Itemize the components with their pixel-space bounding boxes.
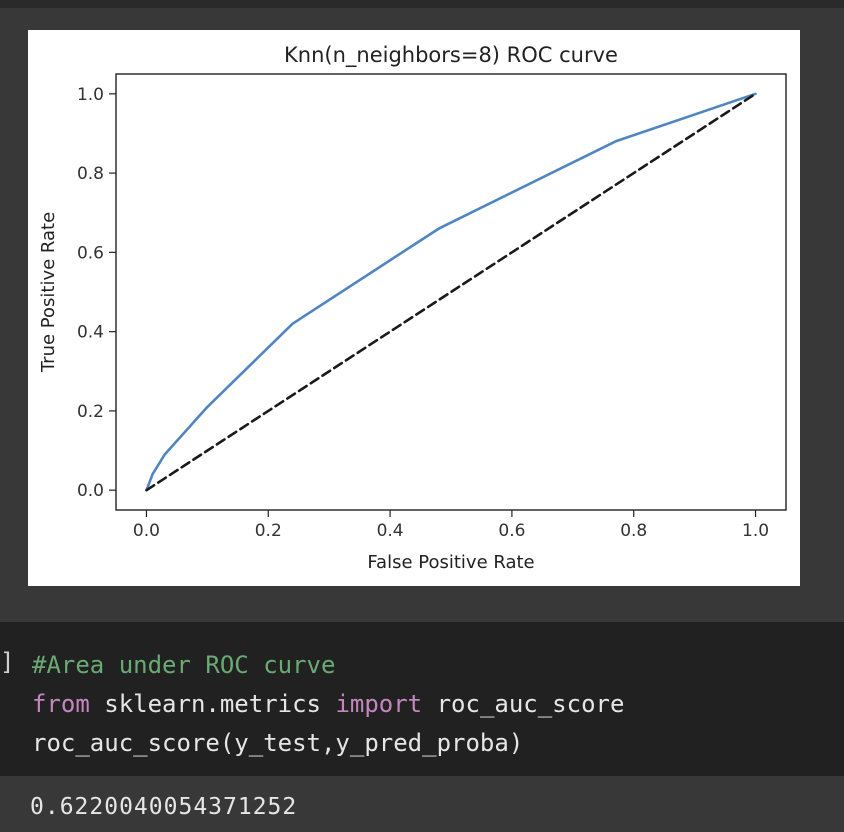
y-tick-label: 0.8 (77, 164, 104, 184)
x-tick-label: 0.0 (133, 521, 160, 541)
y-tick-label: 0.4 (77, 323, 104, 343)
x-tick-label: 0.2 (255, 521, 282, 541)
cell-output-area: Knn(n_neighbors=8) ROC curve 0.0 0.2 0.4 0.6… (0, 8, 844, 622)
axes-frame (115, 73, 787, 511)
code-editor[interactable]: #Area under ROC curve from sklearn.metric… (32, 646, 624, 763)
code-import-name: roc_auc_score (422, 690, 625, 718)
y-tick-label: 0.0 (77, 481, 104, 501)
y-tick-label: 0.2 (77, 402, 104, 422)
top-bar (0, 0, 844, 8)
code-line-1: #Area under ROC curve (32, 646, 624, 685)
x-tick-label: 0.4 (377, 521, 404, 541)
code-call: roc_auc_score(y_test,y_pred_proba) (32, 729, 524, 757)
chart-title: Knn(n_neighbors=8) ROC curve (284, 43, 618, 68)
x-tick-label: 1.0 (742, 521, 769, 541)
code-line-3: roc_auc_score(y_test,y_pred_proba) (32, 724, 624, 763)
roc-plot: Knn(n_neighbors=8) ROC curve 0.0 0.2 0.4 0.6… (28, 30, 800, 586)
auc-score-output: 0.6220040054371252 (30, 794, 298, 820)
code-line-2: from sklearn.metrics import roc_auc_scor… (32, 685, 624, 724)
execution-count-bracket: ] (0, 648, 15, 676)
code-keyword-from: from (32, 690, 90, 718)
code-keyword-import: import (335, 690, 423, 718)
x-tick-label: 0.6 (498, 521, 525, 541)
x-tick-label: 0.8 (620, 521, 647, 541)
x-axis-label: False Positive Rate (367, 552, 534, 573)
roc-curve-line (145, 92, 757, 492)
code-cell[interactable]: ] #Area under ROC curve from sklearn.metr… (0, 622, 844, 776)
roc-chart-svg: Knn(n_neighbors=8) ROC curve 0.0 0.2 0.4 0.6… (38, 43, 787, 573)
y-axis-label: True Positive Rate (38, 212, 59, 373)
chance-diagonal-line (145, 92, 757, 492)
code-module: sklearn.metrics (89, 690, 336, 718)
cell-result: 0.6220040054371252 (0, 776, 844, 832)
y-tick-label: 1.0 (77, 85, 104, 105)
y-tick-label: 0.6 (77, 243, 104, 263)
code-comment: #Area under ROC curve (32, 651, 336, 679)
